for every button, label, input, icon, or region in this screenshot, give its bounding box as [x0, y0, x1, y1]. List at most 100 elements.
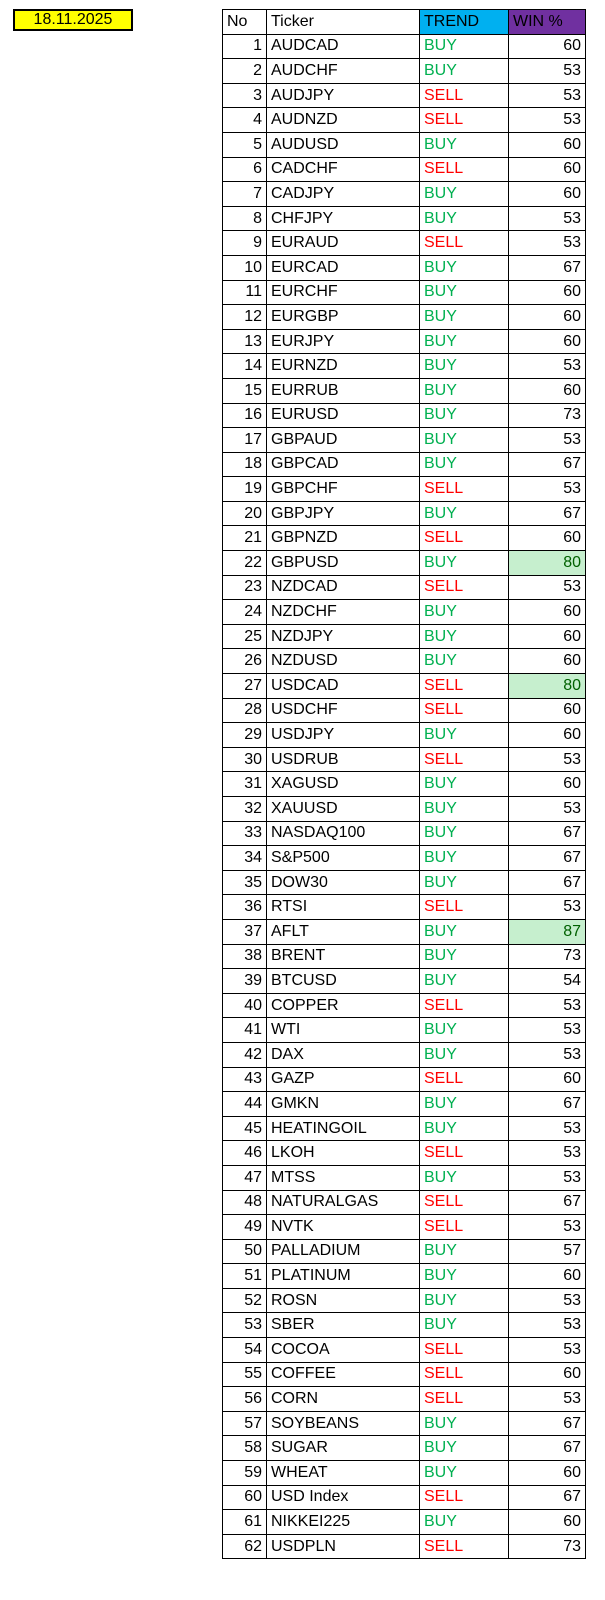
- cell-win: 53: [508, 1214, 586, 1240]
- cell-no: 46: [222, 1140, 267, 1166]
- cell-no: 7: [222, 181, 267, 207]
- cell-no: 38: [222, 943, 267, 970]
- cell-win: 60: [508, 599, 586, 625]
- cell-win: 60: [508, 525, 586, 552]
- cell-win: 53: [508, 1312, 586, 1339]
- cell-ticker: USDCAD: [266, 673, 420, 699]
- cell-trend: SELL: [419, 1066, 509, 1093]
- cell-no: 23: [222, 574, 267, 601]
- table-row: 31 XAGUSD BUY 60: [222, 771, 586, 797]
- cell-no: 1: [222, 33, 267, 60]
- cell-ticker: AUDCAD: [266, 33, 420, 60]
- cell-win: 53: [508, 353, 586, 379]
- table-row: 35 DOW30 BUY 67: [222, 869, 586, 896]
- cell-trend: BUY: [419, 1460, 509, 1486]
- report-date-badge: 18.11.2025: [13, 9, 133, 31]
- cell-no: 33: [222, 820, 267, 847]
- table-row: 8 CHFJPY BUY 53: [222, 205, 586, 232]
- cell-no: 20: [222, 500, 267, 527]
- cell-trend: SELL: [419, 1484, 509, 1511]
- table-row: 26 NZDUSD BUY 60: [222, 648, 586, 675]
- cell-no: 45: [222, 1115, 267, 1142]
- cell-trend: SELL: [419, 1337, 509, 1363]
- cell-ticker: EURCHF: [266, 279, 420, 306]
- cell-win: 53: [508, 1017, 586, 1043]
- column-header-trend: TREND: [419, 9, 509, 35]
- cell-trend: BUY: [419, 427, 509, 453]
- cell-no: 34: [222, 845, 267, 871]
- table-row: 14 EURNZD BUY 53: [222, 353, 586, 379]
- cell-no: 24: [222, 599, 267, 625]
- table-row: 20 GBPJPY BUY 67: [222, 500, 586, 527]
- cell-trend: SELL: [419, 107, 509, 133]
- table-row: 44 GMKN BUY 67: [222, 1091, 586, 1117]
- cell-trend: SELL: [419, 1189, 509, 1216]
- cell-ticker: USDJPY: [266, 722, 420, 748]
- cell-no: 44: [222, 1091, 267, 1117]
- cell-ticker: EURAUD: [266, 230, 420, 256]
- cell-ticker: EURCAD: [266, 254, 420, 281]
- cell-ticker: COPPER: [266, 992, 420, 1019]
- cell-win: 53: [508, 1287, 586, 1314]
- cell-win: 60: [508, 1509, 586, 1535]
- table-row: 40 COPPER SELL 53: [222, 992, 586, 1019]
- table-row: 61 NIKKEI225 BUY 60: [222, 1509, 586, 1535]
- cell-no: 56: [222, 1386, 267, 1412]
- cell-ticker: NIKKEI225: [266, 1509, 420, 1535]
- table-row: 3 AUDJPY SELL 53: [222, 82, 586, 109]
- cell-win: 53: [508, 230, 586, 256]
- cell-win: 67: [508, 869, 586, 896]
- cell-ticker: NZDJPY: [266, 623, 420, 650]
- cell-trend: BUY: [419, 599, 509, 625]
- cell-trend: BUY: [419, 623, 509, 650]
- cell-trend: SELL: [419, 1140, 509, 1166]
- cell-no: 35: [222, 869, 267, 896]
- table-row: 18 GBPCAD BUY 67: [222, 451, 586, 478]
- cell-trend: BUY: [419, 648, 509, 675]
- cell-win-highlighted: 87: [508, 918, 586, 945]
- cell-ticker: AUDNZD: [266, 107, 420, 133]
- cell-ticker: WTI: [266, 1017, 420, 1043]
- cell-ticker: NASDAQ100: [266, 820, 420, 847]
- cell-no: 39: [222, 968, 267, 994]
- table-row: 15 EURRUB BUY 60: [222, 377, 586, 404]
- cell-trend: BUY: [419, 131, 509, 158]
- cell-ticker: CORN: [266, 1386, 420, 1412]
- cell-trend: SELL: [419, 894, 509, 920]
- cell-win: 60: [508, 623, 586, 650]
- cell-no: 48: [222, 1189, 267, 1216]
- cell-ticker: GBPCHF: [266, 476, 420, 502]
- cell-no: 54: [222, 1337, 267, 1363]
- cell-no: 60: [222, 1484, 267, 1511]
- cell-trend: BUY: [419, 1287, 509, 1314]
- table-row: 9 EURAUD SELL 53: [222, 230, 586, 256]
- cell-ticker: XAUUSD: [266, 796, 420, 822]
- table-row: 4 AUDNZD SELL 53: [222, 107, 586, 133]
- cell-trend: BUY: [419, 402, 509, 429]
- cell-no: 43: [222, 1066, 267, 1093]
- cell-no: 59: [222, 1460, 267, 1486]
- cell-ticker: SOYBEANS: [266, 1410, 420, 1437]
- table-row: 22 GBPUSD BUY 80: [222, 550, 586, 576]
- cell-win: 60: [508, 181, 586, 207]
- signal-table: No Ticker TREND WIN % 1 AUDCAD BUY 60 2 AUDCH…: [222, 9, 586, 1560]
- table-row: 36 RTSI SELL 53: [222, 894, 586, 920]
- signal-table-header: No Ticker TREND WIN %: [222, 9, 586, 35]
- cell-trend: SELL: [419, 574, 509, 601]
- cell-win: 60: [508, 1066, 586, 1093]
- cell-win: 67: [508, 845, 586, 871]
- cell-ticker: S&P500: [266, 845, 420, 871]
- cell-no: 6: [222, 156, 267, 183]
- table-row: 21 GBPNZD SELL 60: [222, 525, 586, 552]
- cell-win: 53: [508, 894, 586, 920]
- cell-trend: BUY: [419, 353, 509, 379]
- cell-win: 60: [508, 1361, 586, 1388]
- cell-win: 53: [508, 1041, 586, 1068]
- cell-ticker: COCOA: [266, 1337, 420, 1363]
- cell-ticker: NATURALGAS: [266, 1189, 420, 1216]
- cell-win: 60: [508, 1263, 586, 1289]
- table-row: 24 NZDCHF BUY 60: [222, 599, 586, 625]
- cell-ticker: BRENT: [266, 943, 420, 970]
- cell-no: 26: [222, 648, 267, 675]
- cell-trend: BUY: [419, 279, 509, 306]
